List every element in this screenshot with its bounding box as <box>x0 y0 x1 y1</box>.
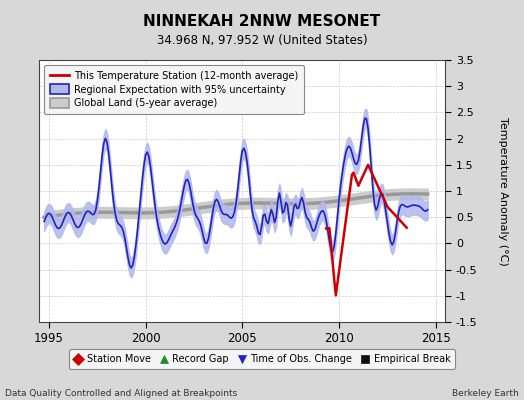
Text: Berkeley Earth: Berkeley Earth <box>452 389 519 398</box>
Text: Data Quality Controlled and Aligned at Breakpoints: Data Quality Controlled and Aligned at B… <box>5 389 237 398</box>
Y-axis label: Temperature Anomaly (°C): Temperature Anomaly (°C) <box>498 117 508 265</box>
Legend: This Temperature Station (12-month average), Regional Expectation with 95% uncer: This Temperature Station (12-month avera… <box>44 65 304 114</box>
Legend: Station Move, Record Gap, Time of Obs. Change, Empirical Break: Station Move, Record Gap, Time of Obs. C… <box>69 349 455 369</box>
Text: NINNEKAH 2NNW MESONET: NINNEKAH 2NNW MESONET <box>144 14 380 29</box>
Text: 34.968 N, 97.952 W (United States): 34.968 N, 97.952 W (United States) <box>157 34 367 47</box>
